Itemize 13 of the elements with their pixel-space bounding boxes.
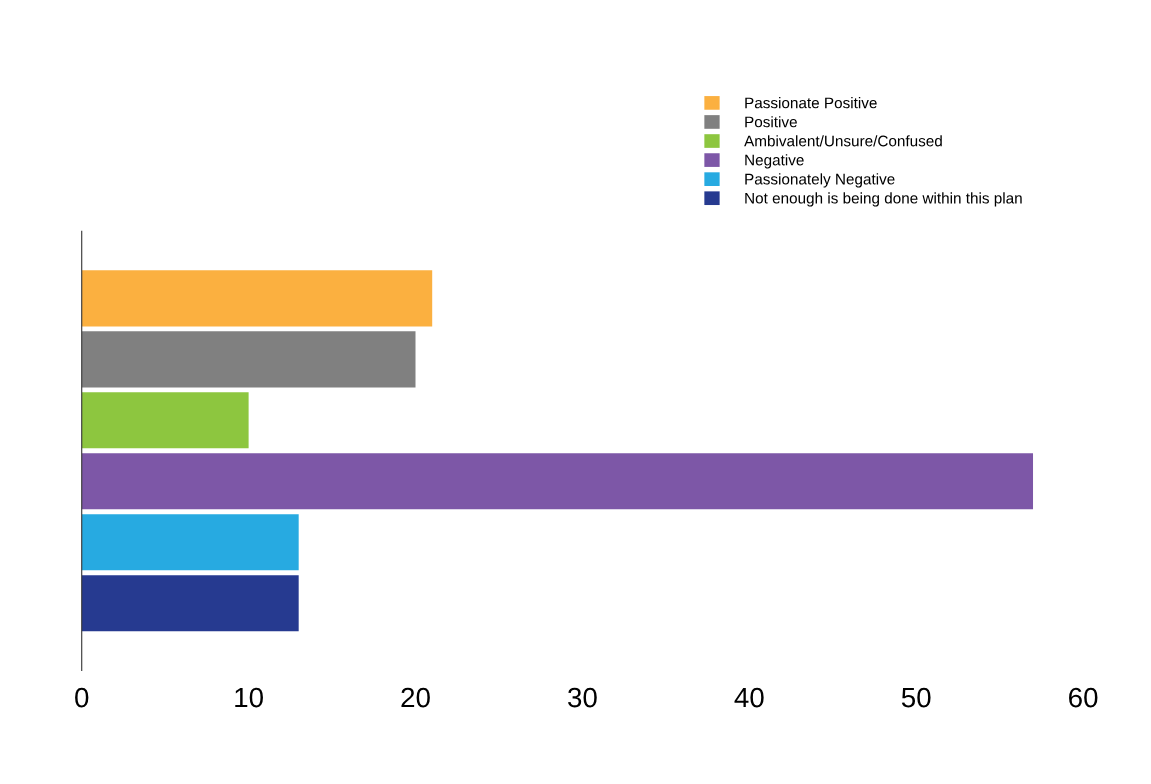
x-tick-label: 40 — [734, 687, 764, 708]
x-tick-label: 10 — [235, 687, 263, 708]
x-tick-label: 50 — [901, 687, 931, 708]
legend-label: Ambivalent/Unsure/Confused — [744, 135, 942, 147]
x-tick-label: 0 — [75, 687, 89, 708]
x-tick-label: 60 — [1069, 687, 1098, 708]
legend-label: Negative — [745, 154, 804, 169]
legend-label: Not enough is being done within this plan — [745, 192, 1022, 207]
legend-label: Positive — [745, 116, 797, 128]
x-tick-label: 30 — [568, 687, 597, 708]
legend-label: Passionately Negative — [745, 173, 895, 188]
legend-label: Passionate Positive — [745, 97, 877, 109]
x-tick-label: 20 — [401, 687, 430, 708]
